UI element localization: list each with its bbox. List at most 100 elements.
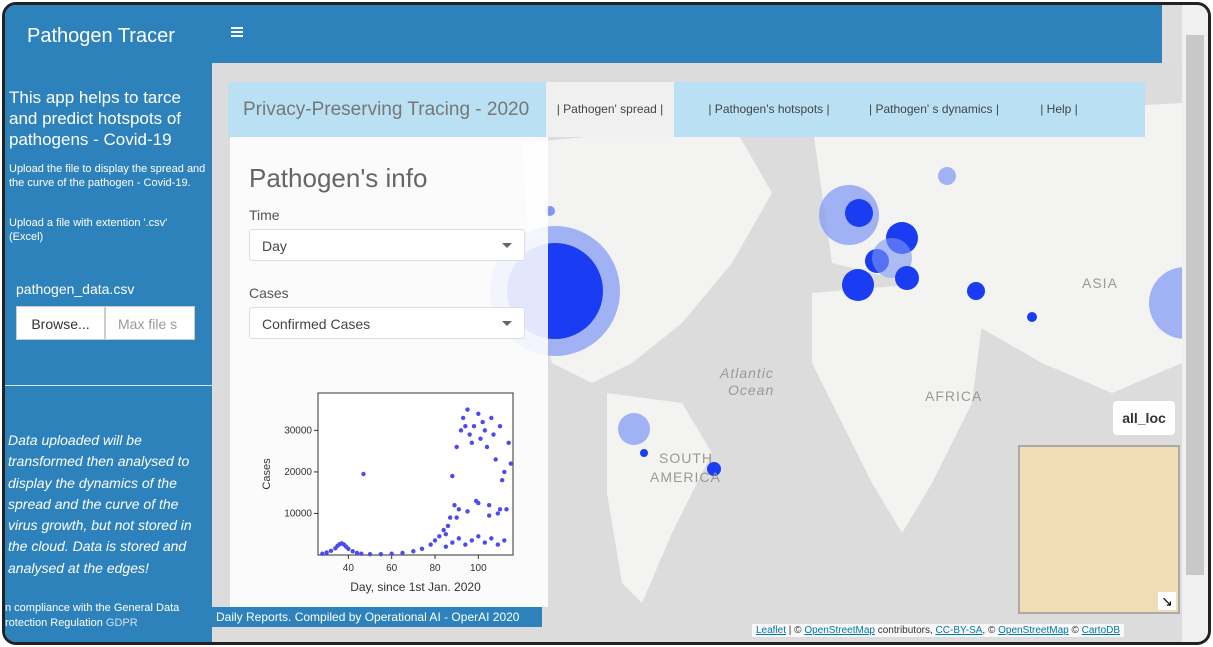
- point: [497, 507, 503, 512]
- panel-title: Pathogen's info: [249, 163, 428, 193]
- minimap-toggle[interactable]: ↘: [1158, 592, 1176, 610]
- map-label: Atlantic: [719, 365, 774, 381]
- map-label: AMERICA: [650, 469, 721, 485]
- point: [458, 428, 464, 433]
- file-label: pathogen_data.csv: [16, 281, 135, 297]
- map-labels: ASIA Atlantic Ocean AFRICA SOUTH AMERICA: [650, 275, 1118, 485]
- tab[interactable]: | Help |: [1040, 102, 1078, 116]
- point: [491, 432, 496, 437]
- brand[interactable]: Pathogen Tracer: [27, 25, 175, 47]
- scrollbar[interactable]: [1182, 5, 1208, 642]
- tab[interactable]: | Pathogen' s dynamics |: [869, 102, 999, 116]
- point: [432, 538, 438, 543]
- point: [486, 513, 492, 518]
- time-label: Time: [249, 207, 280, 223]
- y-axis-label: Cases: [261, 458, 273, 490]
- upload-note: Upload the file to display the spread an…: [9, 163, 206, 189]
- point: [400, 550, 405, 556]
- point: [346, 546, 351, 551]
- browse-button[interactable]: Browse...: [16, 306, 105, 340]
- attribution-part: | ©: [786, 625, 805, 636]
- point: [454, 444, 459, 450]
- y-tick-label: 30000: [284, 425, 312, 436]
- minimap[interactable]: ↘: [1018, 445, 1180, 614]
- point: [437, 534, 442, 539]
- point: [460, 415, 466, 421]
- point: [484, 444, 490, 450]
- point: [476, 500, 481, 506]
- point: [456, 536, 462, 541]
- compliance-text: rotection Regulation: [5, 617, 103, 629]
- point: [324, 550, 329, 555]
- layer-control[interactable]: all_loc: [1113, 401, 1175, 435]
- x-tick-label: 80: [429, 563, 441, 574]
- point: [350, 549, 355, 554]
- attribution-part[interactable]: OpenStreetMap: [804, 625, 875, 636]
- point: [497, 424, 503, 429]
- point: [452, 502, 457, 508]
- attribution-part[interactable]: CC-BY-SA: [935, 625, 983, 636]
- attribution: Leaflet | © OpenStreetMap contributors, …: [752, 624, 1125, 637]
- map-label: SOUTH: [659, 450, 713, 466]
- footer-note: Daily Reports. Compiled by Operational A…: [212, 607, 542, 627]
- point: [469, 440, 475, 446]
- cases-select[interactable]: Confirmed Cases: [249, 307, 525, 339]
- point: [450, 473, 455, 479]
- menu-toggle[interactable]: [231, 27, 243, 37]
- point: [367, 551, 373, 557]
- sidebar: Pathogen Tracer This app helps to tarce …: [5, 5, 212, 642]
- point: [476, 534, 481, 539]
- point: [361, 471, 366, 477]
- intro: This app helps to tarce and predict hots…: [9, 88, 182, 149]
- tab[interactable]: | Pathogen's hotspots |: [708, 102, 830, 116]
- point: [506, 440, 511, 446]
- point: [359, 551, 364, 556]
- point: [502, 469, 507, 475]
- point: [445, 523, 451, 529]
- point: [419, 546, 425, 551]
- attribution-part[interactable]: Leaflet: [756, 625, 787, 636]
- point: [465, 407, 470, 412]
- scroll-thumb[interactable]: [1186, 35, 1204, 575]
- tab[interactable]: | Pathogen' spread |: [546, 82, 674, 137]
- file-input[interactable]: Max file s: [105, 306, 195, 340]
- point: [467, 432, 472, 437]
- map-label: AFRICA: [925, 388, 982, 404]
- point: [450, 540, 455, 545]
- point: [482, 540, 488, 545]
- cases-label: Cases: [249, 285, 289, 301]
- attribution-part[interactable]: OpenStreetMap: [998, 625, 1069, 636]
- x-axis-label: Day, since 1st Jan. 2020: [350, 580, 481, 594]
- point: [489, 415, 494, 421]
- point: [486, 502, 492, 508]
- point: [463, 424, 468, 429]
- point: [499, 478, 505, 483]
- gdpr-link[interactable]: GDPR: [105, 617, 138, 629]
- info-panel: Pathogen's info Time Day Cases Confirmed…: [230, 137, 548, 607]
- point: [508, 461, 514, 466]
- point: [480, 419, 485, 425]
- time-select[interactable]: Day: [249, 229, 525, 261]
- attribution-part[interactable]: CartoDB: [1081, 625, 1121, 636]
- x-tick-label: 40: [343, 563, 355, 574]
- cases-plot: 40 60 80 100 10000 20000 30000 Day, since 1st J…: [261, 392, 514, 594]
- point: [469, 538, 475, 543]
- header: [212, 5, 1162, 63]
- map-label: ASIA: [1082, 275, 1118, 291]
- point: [493, 457, 498, 462]
- point: [443, 544, 449, 549]
- point: [378, 551, 384, 557]
- compliance: n compliance with the General Data: [5, 602, 180, 614]
- point: [320, 551, 325, 556]
- point: [328, 548, 334, 554]
- point: [471, 424, 477, 429]
- point: [476, 411, 481, 416]
- map-label: Ocean: [728, 382, 774, 398]
- point: [443, 532, 449, 537]
- point: [465, 509, 470, 514]
- point: [504, 507, 509, 512]
- plot-area: [317, 392, 514, 556]
- point: [502, 538, 507, 543]
- point: [411, 549, 416, 554]
